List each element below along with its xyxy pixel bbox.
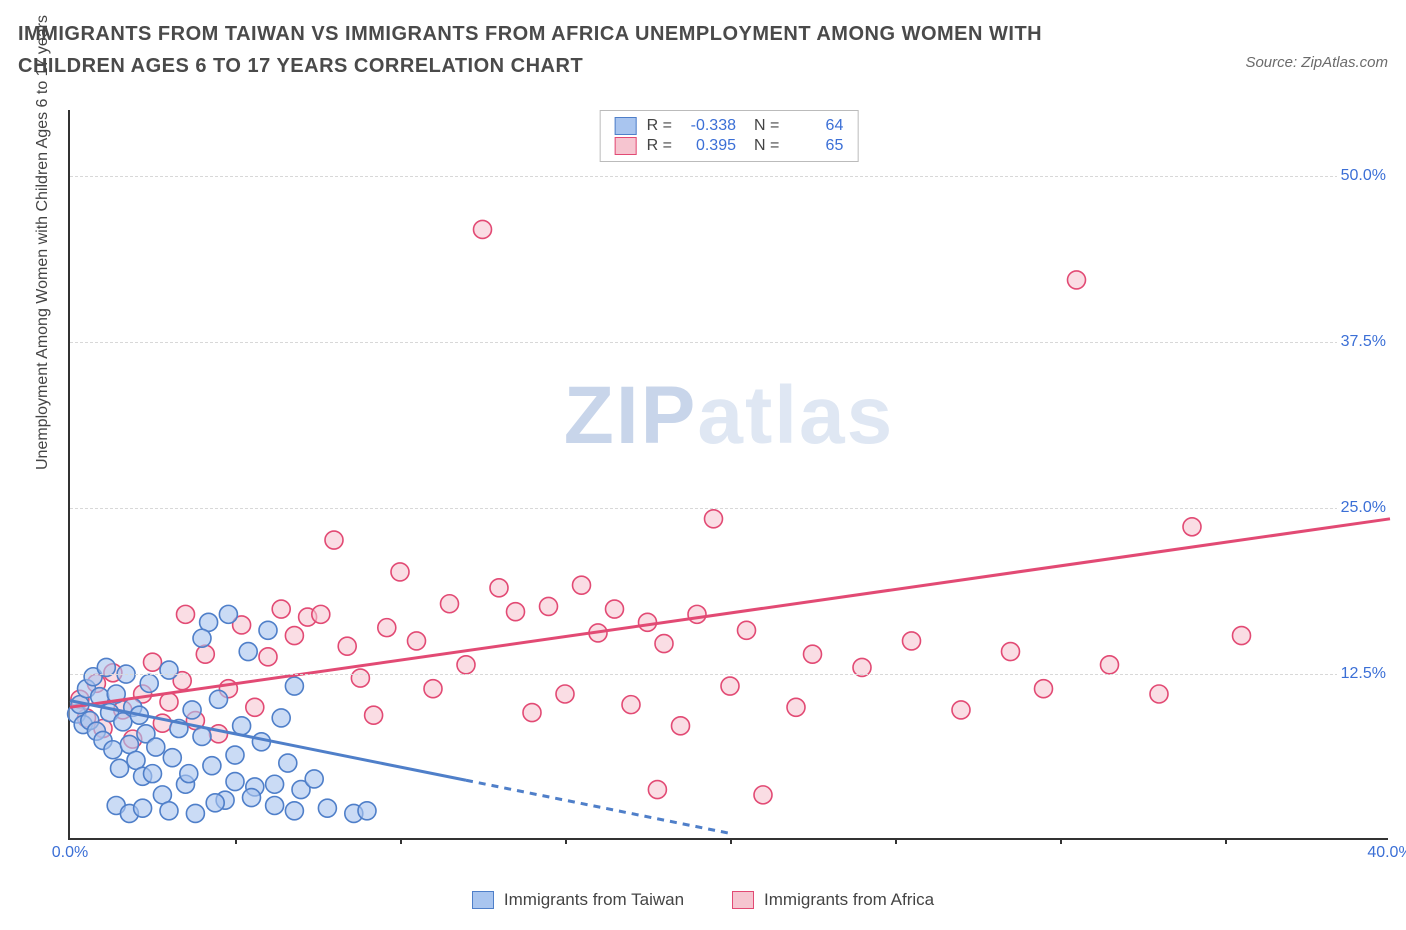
y-axis-label: Unemployment Among Women with Children A… [34, 15, 52, 470]
xtick-mark [400, 838, 402, 844]
legend-item-b: Immigrants from Africa [732, 890, 934, 910]
legend-label-a: Immigrants from Taiwan [504, 890, 684, 910]
xtick-label: 40.0% [1367, 844, 1406, 862]
r-label: R = [647, 117, 672, 135]
xtick-mark [895, 838, 897, 844]
ytick-label: 50.0% [1337, 167, 1390, 185]
data-layer [70, 110, 1388, 838]
r-value-a: -0.338 [682, 117, 736, 135]
swatch-b-legend [732, 891, 754, 909]
ytick-label: 37.5% [1337, 333, 1390, 351]
n-value-b: 65 [789, 137, 843, 155]
swatch-a-legend [472, 891, 494, 909]
legend-item-a: Immigrants from Taiwan [472, 890, 684, 910]
xtick-mark [730, 838, 732, 844]
n-label: N = [754, 137, 779, 155]
chart-title: IMMIGRANTS FROM TAIWAN VS IMMIGRANTS FRO… [18, 18, 1138, 82]
xtick-mark [235, 838, 237, 844]
stats-row-b: R = 0.395 N = 65 [615, 137, 844, 155]
ytick-label: 25.0% [1337, 499, 1390, 517]
xtick-label: 0.0% [52, 844, 88, 862]
n-label: N = [754, 117, 779, 135]
legend-label-b: Immigrants from Africa [764, 890, 934, 910]
n-value-a: 64 [789, 117, 843, 135]
r-value-b: 0.395 [682, 137, 736, 155]
scatter-plot: ZIPatlas R = -0.338 N = 64 R = 0.395 N =… [68, 110, 1388, 840]
r-label: R = [647, 137, 672, 155]
swatch-b [615, 137, 637, 155]
stats-row-a: R = -0.338 N = 64 [615, 117, 844, 135]
ytick-label: 12.5% [1337, 665, 1390, 683]
source-label: Source: ZipAtlas.com [1245, 18, 1388, 71]
swatch-a [615, 117, 637, 135]
xtick-mark [1225, 838, 1227, 844]
xtick-mark [565, 838, 567, 844]
stats-box: R = -0.338 N = 64 R = 0.395 N = 65 [600, 110, 859, 162]
xtick-mark [1060, 838, 1062, 844]
bottom-legend: Immigrants from Taiwan Immigrants from A… [0, 890, 1406, 910]
